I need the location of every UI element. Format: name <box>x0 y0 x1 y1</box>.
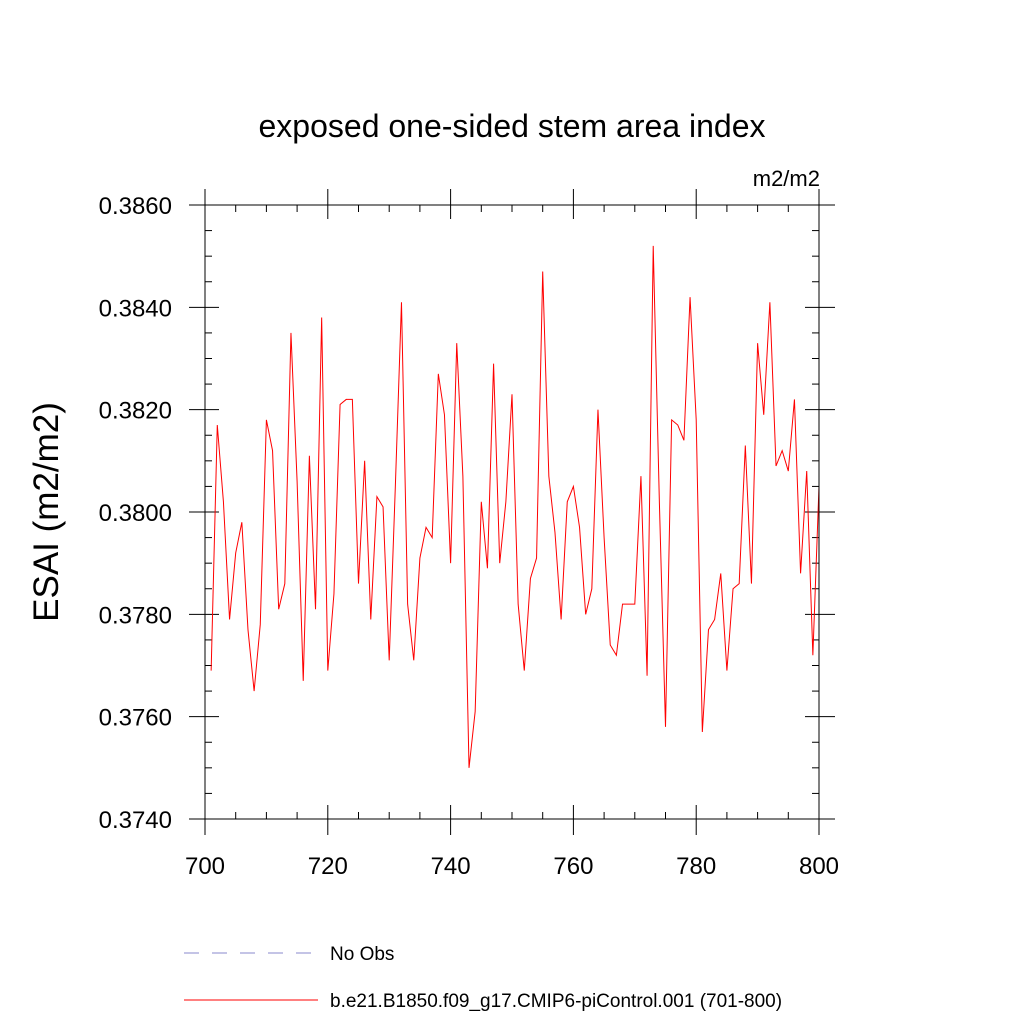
y-tick-label: 0.3820 <box>99 398 172 425</box>
chart-title: exposed one-sided stem area index <box>259 108 766 144</box>
x-tick-label: 700 <box>185 853 225 880</box>
series-line <box>210 245 820 768</box>
tick-marks <box>189 189 835 835</box>
legend-label-model: b.e21.B1850.f09_g17.CMIP6-piControl.001 … <box>330 991 782 1012</box>
y-tick-label: 0.3760 <box>99 705 172 732</box>
tick-labels: 700 720 740 760 780 800 0.3740 0.3760 0.3780 0.38… <box>99 193 839 880</box>
y-axis-label: ESAI (m2/m2) <box>27 402 66 622</box>
legend-label-no-obs: No Obs <box>330 944 394 965</box>
y-tick-label: 0.3800 <box>99 500 172 527</box>
plot-frame <box>204 204 820 820</box>
data-series <box>210 245 820 768</box>
legend: No Obs b.e21.B1850.f09_g17.CMIP6-piContr… <box>184 944 782 1012</box>
x-tick-label: 720 <box>308 853 348 880</box>
x-tick-label: 800 <box>799 853 839 880</box>
y-tick-label: 0.3740 <box>99 807 172 834</box>
units-label: m2/m2 <box>753 166 820 191</box>
x-tick-label: 740 <box>431 853 471 880</box>
x-tick-label: 760 <box>553 853 593 880</box>
y-tick-label: 0.3860 <box>99 193 172 220</box>
y-tick-label: 0.3780 <box>99 602 172 629</box>
y-tick-label: 0.3840 <box>99 295 172 322</box>
x-tick-label: 780 <box>676 853 716 880</box>
